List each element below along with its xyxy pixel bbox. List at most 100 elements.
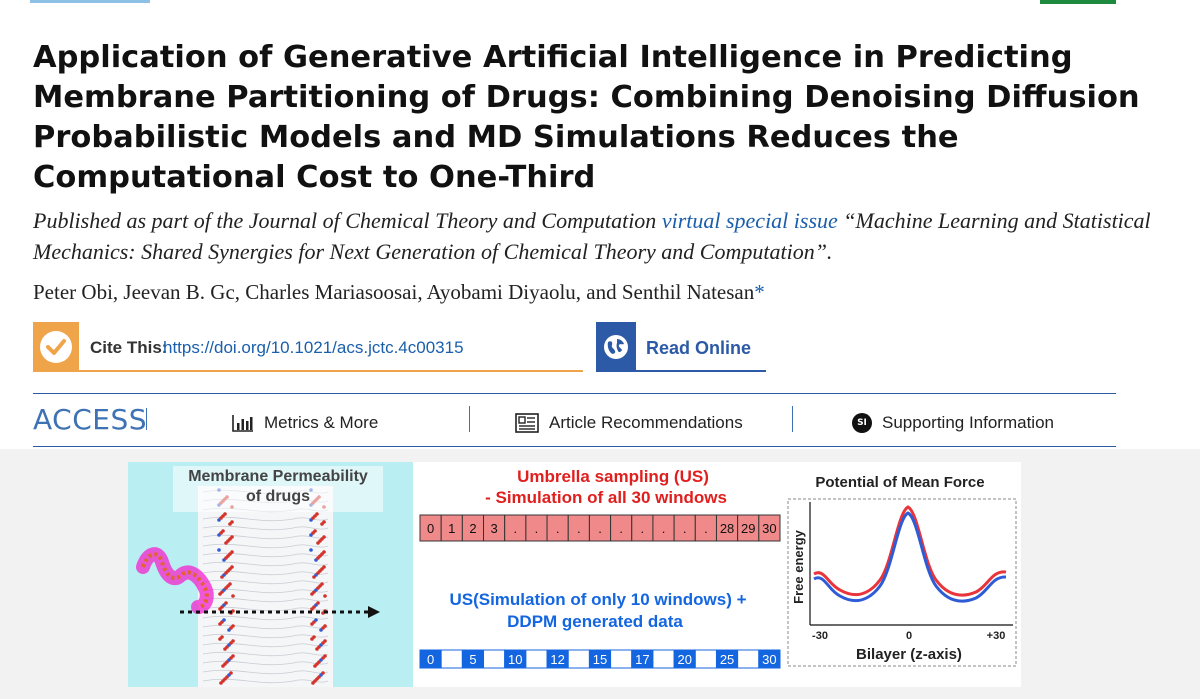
pmf-tick: 0 — [906, 630, 912, 642]
window-label: . — [619, 521, 623, 536]
us10-title-1: US(Simulation of only 10 windows) + — [449, 590, 746, 609]
window-label: 5 — [469, 652, 476, 667]
window-cell — [737, 649, 760, 669]
window-label: 28 — [720, 521, 734, 536]
lipid-tail — [202, 669, 329, 675]
pmf-tick: -30 — [812, 630, 828, 642]
tab-divider — [792, 406, 793, 432]
author-list: Peter Obi, Jeevan B. Gc, Charles Mariaso… — [33, 280, 765, 305]
access-cursor-bar — [146, 408, 147, 430]
cite-label: Cite This: — [90, 338, 168, 357]
lipid-head — [230, 535, 234, 539]
access-label: ACCESS — [33, 403, 148, 436]
us-title-2: - Simulation of all 30 windows — [485, 488, 727, 507]
journal-accent-bar — [1040, 0, 1116, 4]
pmf-tick: +30 — [987, 630, 1006, 642]
window-label: 29 — [741, 521, 755, 536]
lipid-head — [321, 671, 325, 675]
virtual-issue-link[interactable]: virtual special issue — [661, 208, 838, 233]
lipid-tail — [202, 525, 329, 531]
lipid-head — [314, 618, 318, 622]
lipid-head — [223, 512, 227, 516]
pmf-red-curve — [813, 505, 1007, 597]
membrane-title-bg — [173, 466, 383, 512]
window-label: 25 — [720, 652, 734, 667]
pmf-xlabel: Bilayer (z-axis) — [856, 646, 962, 663]
lipid-tail — [202, 561, 329, 567]
checkmark-icon — [40, 331, 72, 363]
top-rule — [30, 0, 150, 3]
cite-this-button[interactable]: Cite This: https://doi.org/10.1021/acs.j… — [33, 322, 583, 372]
window-cell — [525, 649, 548, 669]
pmf-ylabel: Free energy — [791, 529, 806, 603]
lipid-head — [217, 548, 221, 552]
lipid-head — [224, 601, 228, 605]
window-cell — [440, 649, 463, 669]
cite-underline — [79, 370, 583, 372]
window-label: 12 — [550, 652, 564, 667]
window-cell — [758, 514, 781, 542]
lipid-head — [312, 635, 316, 639]
corresponding-author-mark[interactable]: * — [754, 280, 765, 304]
lipid-head — [222, 618, 226, 622]
window-label: 30 — [762, 652, 776, 667]
window-label: 30 — [762, 521, 776, 536]
tab-metrics[interactable]: Metrics & More — [232, 410, 378, 436]
bar-chart-icon — [232, 415, 253, 432]
lipid-head — [323, 654, 327, 658]
lipid-tail — [202, 651, 329, 657]
tab-divider — [469, 406, 470, 432]
tab-supporting-info[interactable]: SI Supporting Information — [852, 410, 1054, 436]
lipid-heads-right — [309, 488, 327, 685]
read-online-underline — [636, 370, 766, 372]
pmf-panel: Potential of Mean Force Free energy -30 … — [787, 474, 1017, 667]
lipid-tail — [202, 633, 329, 639]
lipid-tail — [202, 543, 329, 549]
pmf-frame — [787, 498, 1017, 667]
article-list-icon — [515, 413, 539, 433]
lipid-head — [322, 550, 326, 554]
read-online-button[interactable]: Read Online — [596, 322, 766, 372]
lipid-head — [231, 594, 235, 598]
window-label: 0 — [427, 521, 434, 536]
arrow-head-icon — [368, 606, 380, 618]
globe-icon — [596, 322, 636, 372]
window-cell — [694, 649, 717, 669]
lipid-head — [313, 529, 317, 533]
lipid-head — [309, 548, 313, 552]
title-line: Probabilistic Models and MD Simulations … — [33, 120, 959, 155]
lipid-head — [323, 639, 327, 643]
window-label: . — [662, 521, 666, 536]
lipid-head — [320, 582, 324, 586]
lipid-head — [315, 512, 319, 516]
toc-svg: Membrane Permeability of drugs Umbrella … — [128, 462, 1017, 687]
doi-link[interactable]: https://doi.org/10.1021/acs.jctc.4c00315 — [163, 338, 464, 357]
lipid-head — [229, 671, 233, 675]
lipid-head — [221, 529, 225, 533]
lipid-tail — [202, 534, 329, 540]
window-label: 15 — [593, 652, 607, 667]
window-cell — [758, 649, 781, 669]
membrane-panel: Membrane Permeability of drugs — [128, 462, 413, 687]
window-label: . — [577, 521, 581, 536]
lipid-head — [316, 601, 320, 605]
tab-recommendations[interactable]: Article Recommendations — [515, 410, 743, 436]
tab-metrics-label: Metrics & More — [264, 413, 379, 432]
lipid-head — [323, 594, 327, 598]
window-label: . — [513, 521, 517, 536]
window-label: 0 — [427, 652, 434, 667]
authors-text: Peter Obi, Jeevan B. Gc, Charles Mariaso… — [33, 280, 755, 304]
title-line: Computational Cost to One-Third — [33, 160, 596, 195]
window-label: 20 — [677, 652, 691, 667]
window-label: . — [556, 521, 560, 536]
read-online-label: Read Online — [646, 338, 752, 358]
membrane-title-2: of drugs — [246, 488, 310, 505]
window-cell — [652, 649, 675, 669]
cite-icon-block — [33, 322, 79, 372]
lipid-tail — [202, 579, 329, 585]
published-note: Published as part of the Journal of Chem… — [33, 205, 1153, 267]
tab-recommendations-label: Article Recommendations — [549, 413, 743, 432]
lipid-tail — [202, 516, 329, 522]
all-windows-strip: 0 1 2 3.......... 28 29 30 — [419, 514, 781, 542]
window-label: 10 — [508, 652, 522, 667]
